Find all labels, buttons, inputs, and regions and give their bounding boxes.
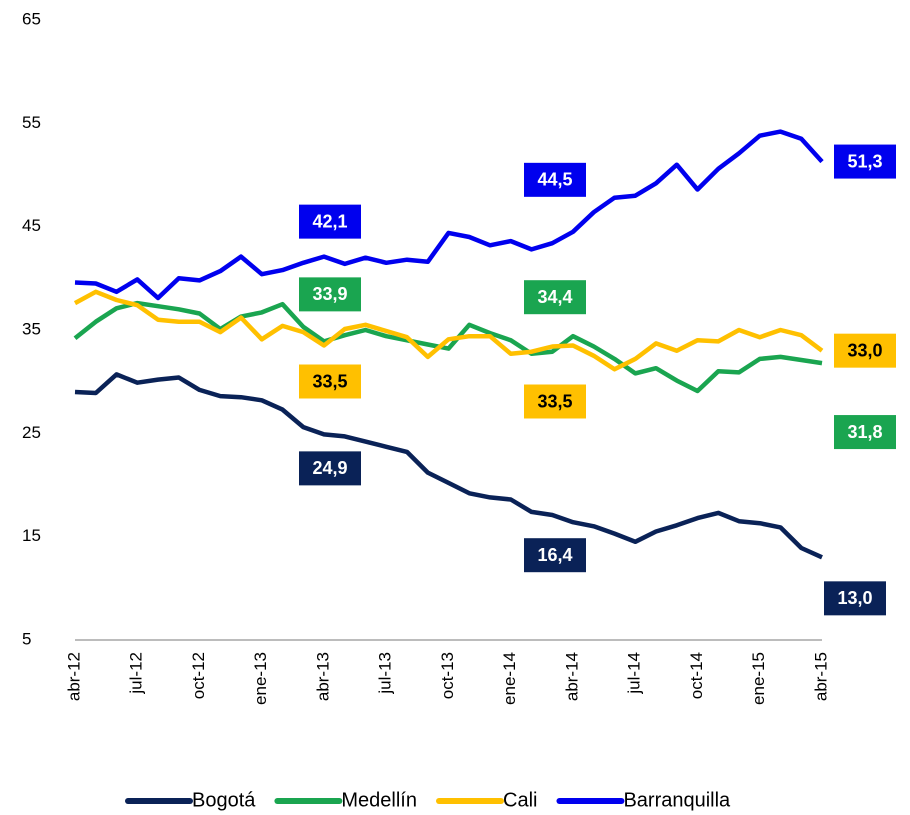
value-label: 24,9	[312, 458, 347, 478]
y-tick-label: 55	[22, 113, 41, 132]
x-tick-label: ene-13	[251, 652, 270, 705]
series-line	[74, 129, 824, 301]
x-tick-label: jul-14	[625, 652, 644, 695]
value-label: 33,5	[537, 391, 572, 411]
value-label-box	[824, 581, 886, 616]
x-tick-label: ene-14	[500, 652, 519, 705]
value-label: 33,5	[312, 371, 347, 391]
x-tick-label: abr-13	[313, 652, 332, 701]
y-tick-label: 65	[22, 9, 41, 28]
value-label-box	[834, 415, 896, 450]
series-line	[74, 372, 823, 560]
value-label: 34,4	[537, 287, 572, 307]
x-tick-label: oct-13	[438, 652, 457, 699]
x-tick-label: abr-12	[64, 652, 83, 701]
x-tick-label: ene-15	[749, 652, 768, 705]
value-label-box	[524, 538, 586, 573]
value-label: 44,5	[537, 170, 572, 190]
x-tick-label: oct-12	[189, 652, 208, 699]
legend-label: Barranquilla	[623, 789, 731, 811]
y-tick-label: 15	[22, 526, 41, 545]
value-label: 42,1	[312, 211, 347, 231]
x-tick-label: jul-12	[127, 652, 146, 695]
y-tick-label: 25	[22, 423, 41, 442]
x-tick-label: abr-14	[562, 652, 581, 701]
y-tick-label: 35	[22, 319, 41, 338]
series-line	[73, 289, 824, 372]
value-label-box	[834, 333, 896, 368]
legend-label: Bogotá	[192, 789, 256, 811]
x-tick-label: jul-13	[376, 652, 395, 695]
value-label-box	[299, 277, 361, 312]
value-label: 31,8	[847, 422, 882, 442]
x-tick-label: oct-14	[687, 652, 706, 699]
value-label-box	[299, 204, 361, 239]
value-label: 16,4	[537, 545, 572, 565]
x-tick-label: abr-15	[811, 652, 830, 701]
series-line	[73, 300, 823, 394]
value-label: 33,0	[847, 340, 882, 360]
value-label: 51,3	[847, 151, 882, 171]
value-label-box	[524, 384, 586, 419]
value-label-box	[834, 144, 896, 179]
value-label-box	[299, 364, 361, 399]
value-label: 33,9	[312, 284, 347, 304]
legend-label: Medellín	[341, 789, 417, 811]
value-label-box	[524, 162, 586, 197]
y-tick-label: 45	[22, 216, 41, 235]
value-label-box	[524, 280, 586, 315]
value-label-box	[299, 451, 361, 486]
legend-label: Cali	[503, 789, 537, 811]
y-tick-label: 5	[22, 629, 31, 648]
value-label: 13,0	[837, 588, 872, 608]
